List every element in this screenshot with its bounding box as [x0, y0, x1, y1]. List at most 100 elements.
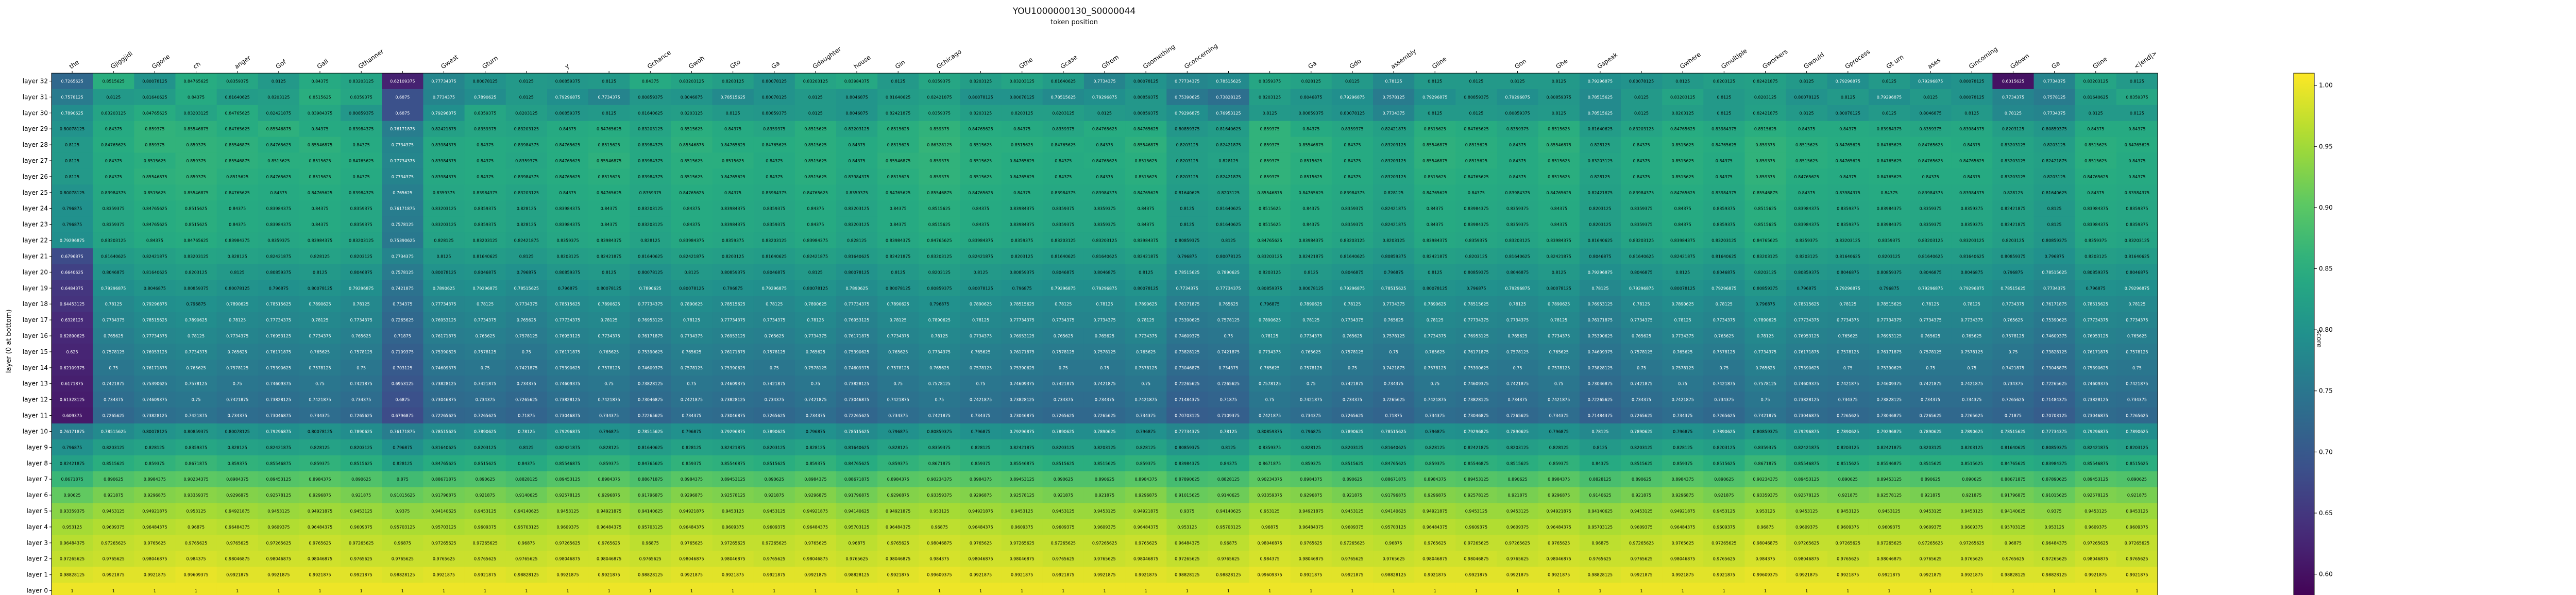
- y-tick-label: layer 19: [23, 284, 48, 292]
- cell-value-label: 0.8359375: [928, 111, 951, 115]
- cell-value-label: 0.88671875: [1381, 477, 1406, 482]
- cell-value-label: 0.76171875: [390, 429, 415, 434]
- heatmap-cell: [175, 137, 217, 154]
- heatmap-cell: [794, 200, 837, 217]
- heatmap-cell: [1042, 312, 1084, 329]
- x-tick-label: Gall: [316, 58, 330, 71]
- heatmap-cell: [547, 344, 589, 360]
- cell-value-label: 0.8203125: [1630, 445, 1652, 450]
- heatmap-cell: [93, 137, 134, 154]
- y-tick-label: layer 16: [23, 332, 48, 339]
- heatmap-cell: [341, 344, 382, 360]
- cell-value-label: 0.921875: [1714, 493, 1734, 498]
- heatmap-cell: [134, 184, 176, 201]
- heatmap-cell: [382, 328, 423, 344]
- heatmap-cell: [464, 200, 506, 217]
- heatmap-cell: [134, 407, 176, 424]
- cell-value-label: 0.80859375: [555, 111, 580, 115]
- heatmap-cell: [836, 264, 878, 281]
- heatmap-cell: [216, 360, 259, 376]
- heatmap-cell: [93, 392, 134, 408]
- cell-value-label: 0.83984375: [1877, 127, 1902, 131]
- heatmap-cell: [216, 73, 259, 90]
- heatmap-cell: [423, 296, 465, 313]
- cell-value-label: 0.8515625: [1300, 159, 1322, 163]
- cell-value-label: 0.78125: [1385, 79, 1402, 83]
- heatmap-cell: [175, 121, 217, 138]
- heatmap-cell: [175, 152, 217, 169]
- cell-value-label: 0.70703125: [2042, 414, 2066, 418]
- cell-value-label: 0.81640625: [142, 95, 167, 99]
- cell-value-label: 0.84375: [890, 207, 907, 211]
- heatmap-cell: [1620, 312, 1663, 329]
- cell-value-label: 0.9921875: [1135, 573, 1157, 577]
- cell-value-label: 0.80078125: [1836, 111, 1860, 115]
- heatmap-cell: [1331, 200, 1374, 217]
- cell-value-label: 0.8125: [1717, 95, 1731, 99]
- heatmap-cell: [671, 376, 713, 392]
- cell-value-label: 0.73828125: [2042, 350, 2066, 354]
- heatmap-cell: [1827, 344, 1869, 360]
- cell-value-label: 0.7734375: [1093, 318, 1115, 322]
- cell-value-label: 0.84375: [1509, 175, 1526, 179]
- heatmap-cell: [382, 184, 423, 201]
- heatmap-cell: [423, 264, 465, 281]
- heatmap-cell: [423, 200, 465, 217]
- cell-value-label: 0.8125: [1221, 445, 1235, 450]
- cell-value-label: 0.8515625: [1548, 159, 1570, 163]
- heatmap-cell: [1786, 168, 1828, 185]
- cell-value-label: 0.82421875: [1794, 445, 1819, 450]
- heatmap-cell: [134, 296, 176, 313]
- heatmap-cell: [588, 248, 630, 265]
- cell-value-label: 0.82421875: [927, 95, 952, 99]
- heatmap-cell: [836, 360, 878, 376]
- heatmap-cell: [1868, 137, 1910, 154]
- cell-value-label: 0.9296875: [804, 493, 826, 498]
- heatmap-cell: [960, 137, 1002, 154]
- heatmap-cell: [134, 280, 176, 297]
- heatmap-cell: [1083, 184, 1126, 201]
- y-tick-label: layer 5: [26, 507, 48, 515]
- cell-value-label: 0.8515625: [185, 207, 207, 211]
- heatmap-cell: [960, 296, 1002, 313]
- cell-value-label: 0.7421875: [226, 398, 248, 402]
- heatmap-cell: [753, 344, 795, 360]
- heatmap-cell: [1331, 344, 1374, 360]
- cell-value-label: 0.921875: [765, 493, 784, 498]
- heatmap-cell: [1249, 376, 1291, 392]
- heatmap-cell: [1001, 392, 1043, 408]
- cell-value-label: 0.8359375: [474, 111, 496, 115]
- cell-value-label: 0.9921875: [2084, 573, 2107, 577]
- cell-value-label: 0.96875: [518, 541, 535, 546]
- cell-value-label: 1: [732, 589, 734, 593]
- cell-value-label: 0.94140625: [844, 509, 869, 514]
- cell-value-label: 0.8203125: [1920, 445, 1942, 450]
- cell-value-label: 0.78515625: [2001, 286, 2025, 291]
- heatmap-cell: [1992, 137, 2035, 154]
- heatmap-cell: [216, 200, 259, 217]
- heatmap-cell: [1166, 360, 1208, 376]
- heatmap-cell: [341, 152, 382, 169]
- cell-value-label: 0.7734375: [1300, 334, 1322, 338]
- cell-value-label: 0.73828125: [1010, 398, 1035, 402]
- cell-value-label: 0.80078125: [60, 191, 84, 195]
- cell-value-label: 0.84375: [1302, 207, 1319, 211]
- heatmap-cell: [505, 392, 548, 408]
- heatmap-cell: [464, 168, 506, 185]
- cell-value-label: 0.84765625: [597, 127, 621, 131]
- heatmap-cell: [1538, 184, 1580, 201]
- cell-value-label: 0.859375: [929, 159, 949, 163]
- cell-value-label: 0.8125: [2130, 111, 2144, 115]
- cell-value-label: 0.83984375: [1340, 191, 1365, 195]
- cell-value-label: 0.81640625: [1918, 254, 1943, 259]
- cell-value-label: 0.79296875: [1092, 95, 1117, 99]
- heatmap-cell: [794, 280, 837, 297]
- heatmap-cell: [1290, 296, 1332, 313]
- cell-value-label: 0.89453125: [1794, 477, 1819, 482]
- cell-value-label: 0.96484375: [1422, 525, 1447, 530]
- cell-value-label: 0.8125: [1634, 111, 1649, 115]
- cell-value-label: 0.83984375: [1711, 191, 1736, 195]
- cell-value-label: 0.7578125: [1341, 350, 1363, 354]
- heatmap-cell: [1042, 121, 1084, 138]
- heatmap-cell: [1910, 200, 1952, 217]
